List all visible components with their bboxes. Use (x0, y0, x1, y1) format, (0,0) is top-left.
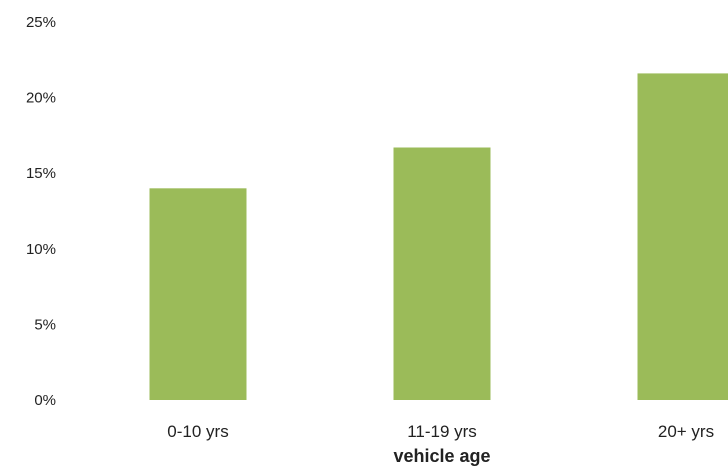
y-tick-label: 5% (34, 316, 56, 333)
y-tick-label: 15% (26, 165, 56, 182)
bar (149, 188, 247, 400)
y-axis-ticks: 0% 5% 10% 15% 20% 25% (26, 14, 56, 409)
y-tick-label: 10% (26, 241, 56, 258)
x-tick-label: 20+ yrs (658, 422, 714, 441)
x-axis-labels: 0-10 yrs 11-19 yrs 20+ yrs (167, 422, 714, 441)
y-tick-label: 0% (34, 392, 56, 409)
y-tick-label: 25% (26, 14, 56, 31)
x-tick-label: 0-10 yrs (167, 422, 228, 441)
bars (149, 73, 728, 401)
bar (637, 73, 728, 401)
x-tick-label: 11-19 yrs (407, 422, 477, 441)
x-axis-title: vehicle age (393, 446, 490, 466)
bar (393, 147, 491, 400)
y-tick-label: 20% (26, 90, 56, 107)
